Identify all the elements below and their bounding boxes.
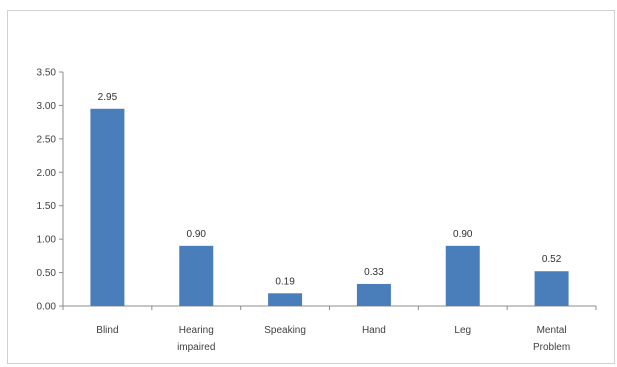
- bar: [268, 293, 303, 306]
- y-tick-label: 1.00: [37, 235, 57, 246]
- data-label: 0.19: [275, 276, 295, 287]
- data-label: 0.90: [453, 229, 473, 240]
- bar: [179, 245, 214, 306]
- category-label: Problem: [533, 342, 570, 353]
- data-label: 0.52: [542, 254, 562, 265]
- bar: [445, 245, 480, 306]
- category-label: impaired: [177, 342, 215, 353]
- category-label: Speaking: [264, 325, 306, 336]
- y-tick-label: 3.50: [37, 68, 57, 79]
- y-tick-label: 0.00: [37, 302, 57, 313]
- category-label: Mental: [537, 325, 567, 336]
- data-label: 0.33: [364, 267, 384, 278]
- bar: [356, 283, 391, 306]
- category-label: Leg: [454, 325, 471, 336]
- data-label: 2.95: [98, 92, 118, 103]
- y-tick-label: 1.50: [37, 201, 57, 212]
- category-label: Blind: [96, 325, 118, 336]
- bar: [90, 108, 125, 307]
- y-tick-label: 0.50: [37, 268, 57, 279]
- y-tick-label: 2.00: [37, 168, 57, 179]
- category-label: Hand: [362, 325, 386, 336]
- bar: [534, 271, 569, 306]
- y-tick-label: 2.50: [37, 134, 57, 145]
- data-label: 0.90: [187, 229, 207, 240]
- category-label: Hearing: [179, 325, 214, 336]
- y-tick-label: 3.00: [37, 101, 57, 112]
